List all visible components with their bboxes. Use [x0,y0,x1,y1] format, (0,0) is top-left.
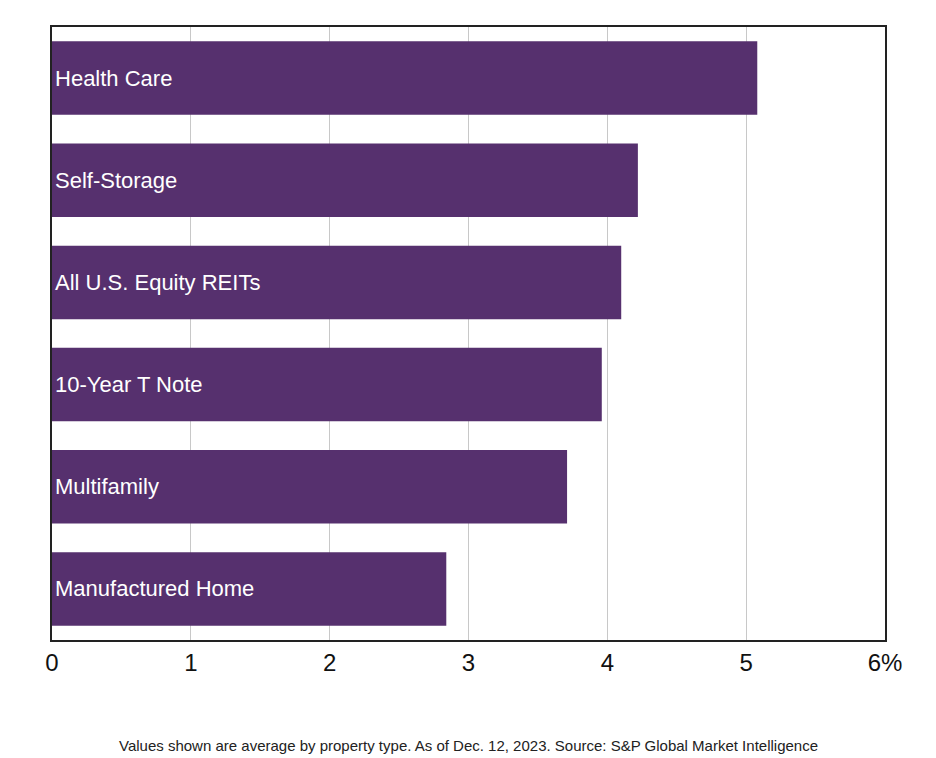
svg-text:1: 1 [184,649,197,676]
svg-text:5: 5 [739,649,752,676]
svg-text:4: 4 [601,649,614,676]
svg-text:Manufactured Home: Manufactured Home [55,576,254,601]
svg-text:Multifamily: Multifamily [55,474,159,499]
svg-text:Health Care: Health Care [55,66,172,91]
svg-text:10-Year T Note: 10-Year T Note [55,372,203,397]
svg-text:0: 0 [45,649,58,676]
svg-text:Values shown are average by pr: Values shown are average by property typ… [119,737,818,754]
svg-text:2: 2 [323,649,336,676]
svg-text:6%: 6% [868,649,903,676]
svg-text:Self-Storage: Self-Storage [55,168,177,193]
svg-text:3: 3 [462,649,475,676]
svg-text:All U.S. Equity REITs: All U.S. Equity REITs [55,270,260,295]
